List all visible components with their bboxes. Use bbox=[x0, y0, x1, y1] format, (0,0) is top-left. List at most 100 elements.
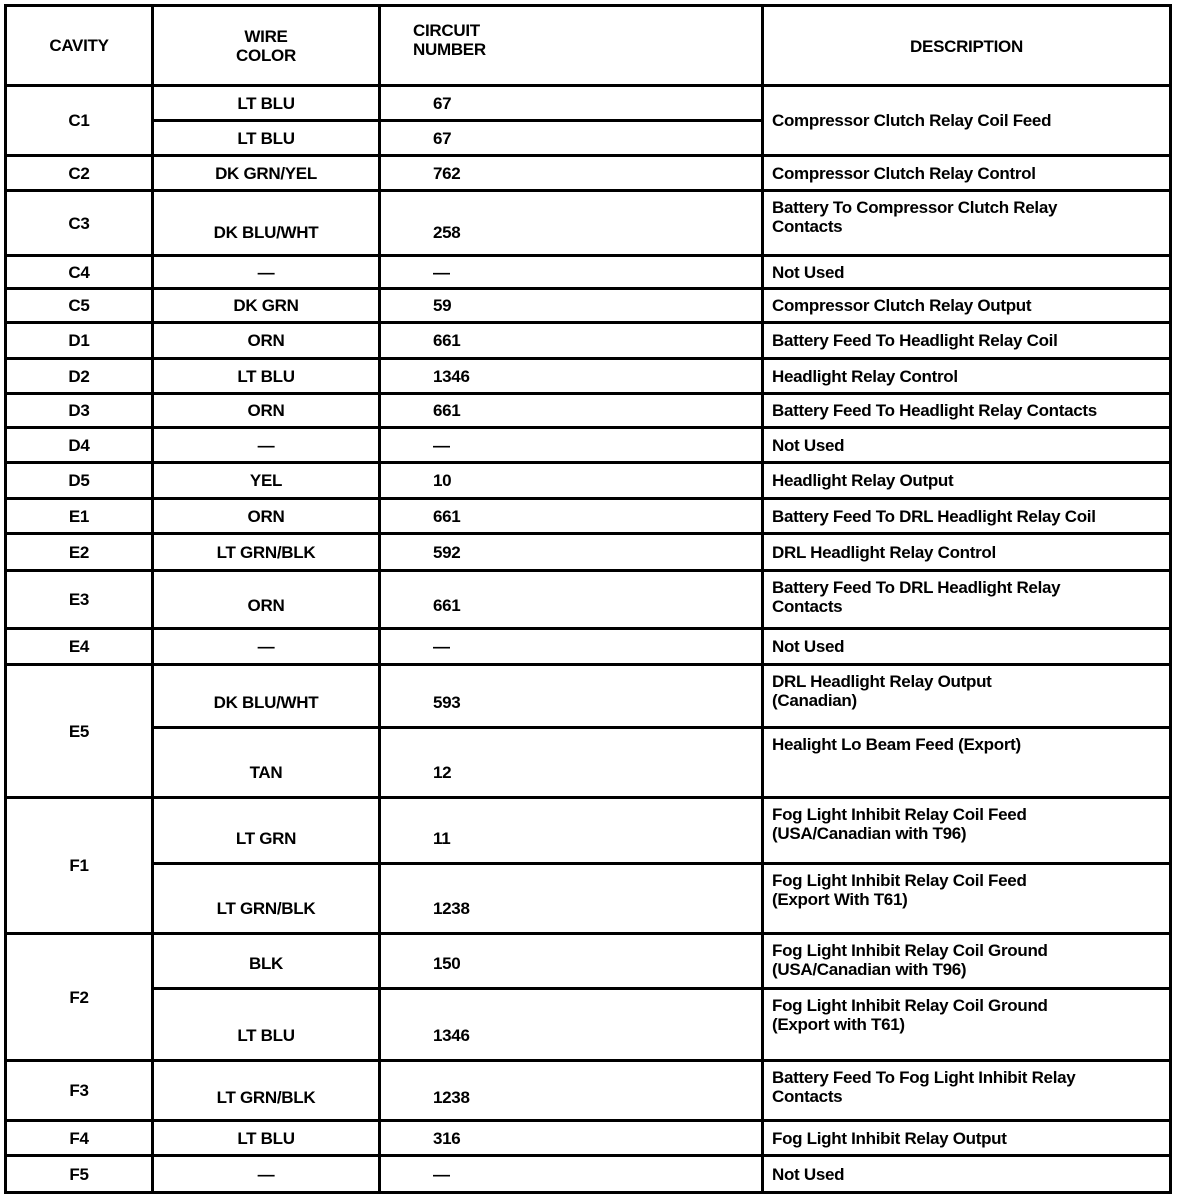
wire-color-cell: — bbox=[151, 426, 381, 464]
table-row: C1 LT BLU 67 Compressor Clutch Relay Coil F… bbox=[4, 84, 1172, 157]
description-cell: Fog Light Inhibit Relay Output bbox=[761, 1119, 1172, 1157]
wire-color-cell: TAN bbox=[151, 726, 381, 799]
table-row: F5— — Not Used bbox=[4, 1154, 1172, 1194]
description-cell: DRL Headlight Relay Output (Canadian) bbox=[761, 663, 1172, 729]
table-row: C2 DK GRN/YEL 762 Compressor Clutch Relay C… bbox=[4, 154, 1172, 192]
table-row: E1 ORN 661 Battery Feed To DRL Headlight Re… bbox=[4, 497, 1172, 535]
circuit-number-cell: 592 bbox=[378, 532, 764, 572]
cavity-cell: D5 bbox=[4, 461, 154, 500]
description-cell: Fog Light Inhibit Relay Coil Ground (USA… bbox=[761, 932, 1172, 990]
table-row: F2 BLK 150 Fog Light Inhibit Relay Coil Gro… bbox=[4, 932, 1172, 1062]
circuit-number-cell: 258 bbox=[378, 189, 764, 257]
circuit-number-cell: 661 bbox=[378, 321, 764, 360]
cavity-cell: F4 bbox=[4, 1119, 154, 1157]
cavity-cell: D4 bbox=[4, 426, 154, 464]
wire-color-cell: LT GRN/BLK bbox=[151, 532, 381, 572]
table-row: E4— — Not Used bbox=[4, 627, 1172, 666]
table-row: F1 LT GRN 11 Fog Light Inhibit Relay Coil F… bbox=[4, 796, 1172, 935]
description-cell: Not Used bbox=[761, 254, 1172, 290]
cavity-cell: E4 bbox=[4, 627, 154, 666]
table-row: E2 LT GRN/BLK 592 DRL Headlight Relay Contr… bbox=[4, 532, 1172, 572]
wire-color-cell: ORN bbox=[151, 392, 381, 429]
circuit-number-cell: 11 bbox=[378, 796, 764, 865]
circuit-number-cell: 59 bbox=[378, 287, 764, 324]
circuit-number-cell: 762 bbox=[378, 154, 764, 192]
description-cell: Battery Feed To Headlight Relay Coil bbox=[761, 321, 1172, 360]
table-row: F4 LT BLU 316 Fog Light Inhibit Relay Outpu… bbox=[4, 1119, 1172, 1157]
description-cell: Battery Feed To DRL Headlight Relay Cont… bbox=[761, 569, 1172, 630]
wire-color-cell: LT GRN/BLK bbox=[151, 1059, 381, 1122]
wire-color-cell: YEL bbox=[151, 461, 381, 500]
wire-color-cell: DK BLU/WHT bbox=[151, 189, 381, 257]
wire-color-cell: LT GRN bbox=[151, 796, 381, 865]
circuit-number-cell: — bbox=[378, 1154, 764, 1194]
cavity-cell: C4 bbox=[4, 254, 154, 290]
cavity-cell: E3 bbox=[4, 569, 154, 630]
circuit-number-cell: 150 bbox=[378, 932, 764, 990]
circuit-number-cell: 67 bbox=[378, 119, 764, 157]
description-cell: Battery Feed To Headlight Relay Contacts bbox=[761, 392, 1172, 429]
wire-color-cell: LT BLU bbox=[151, 119, 381, 157]
header-cavity: CAVITY bbox=[4, 4, 154, 87]
circuit-number-cell: 1346 bbox=[378, 987, 764, 1062]
header-description: DESCRIPTION bbox=[761, 4, 1172, 87]
circuit-number-cell: 661 bbox=[378, 569, 764, 630]
description-cell: Headlight Relay Control bbox=[761, 357, 1172, 395]
wire-color-cell: LT BLU bbox=[151, 357, 381, 395]
description-cell: Healight Lo Beam Feed (Export) bbox=[761, 726, 1172, 799]
wire-color-cell: DK BLU/WHT bbox=[151, 663, 381, 729]
cavity-cell: D2 bbox=[4, 357, 154, 395]
wire-color-cell: DK GRN bbox=[151, 287, 381, 324]
description-cell: Headlight Relay Output bbox=[761, 461, 1172, 500]
table-row: E3 ORN 661 Battery Feed To DRL Headlight Re… bbox=[4, 569, 1172, 630]
cavity-cell: C2 bbox=[4, 154, 154, 192]
wire-color-cell: LT BLU bbox=[151, 1119, 381, 1157]
circuit-number-cell: 67 bbox=[378, 84, 764, 122]
header-wire-color: WIRE COLOR bbox=[151, 4, 381, 87]
cavity-cell: F5 bbox=[4, 1154, 154, 1194]
circuit-number-cell: — bbox=[378, 426, 764, 464]
table-row: D2 LT BLU 1346 Headlight Relay Control bbox=[4, 357, 1172, 395]
table-row: LT BLU 67 bbox=[6, 119, 1171, 157]
circuit-number-cell: — bbox=[378, 627, 764, 666]
cavity-cell: F2 bbox=[4, 932, 154, 1062]
description-cell: Compressor Clutch Relay Coil Feed bbox=[761, 84, 1172, 157]
wire-color-cell: LT BLU bbox=[151, 987, 381, 1062]
description-cell: Fog Light Inhibit Relay Coil Feed (USA/C… bbox=[761, 796, 1172, 865]
header-circuit-number: CIRCUIT NUMBER bbox=[378, 4, 764, 87]
cavity-cell: F1 bbox=[4, 796, 154, 935]
description-cell: Compressor Clutch Relay Control bbox=[761, 154, 1172, 192]
description-cell: Compressor Clutch Relay Output bbox=[761, 287, 1172, 324]
table-row: LT GRN/BLK 1238 Fog Light Inhibit Relay Co… bbox=[6, 862, 1172, 935]
table-row: LT BLU 1346 Fog Light Inhibit Relay Coil G… bbox=[6, 987, 1172, 1062]
table-row: E5 DK BLU/WHT 593 DRL Headlight Relay Outpu… bbox=[4, 663, 1172, 799]
table-row: F3 LT GRN/BLK 1238 Battery Feed To Fog Ligh… bbox=[4, 1059, 1172, 1122]
cavity-cell: E2 bbox=[4, 532, 154, 572]
wire-color-cell: ORN bbox=[151, 497, 381, 535]
circuit-number-cell: — bbox=[378, 254, 764, 290]
circuit-number-cell: 661 bbox=[378, 497, 764, 535]
wire-color-cell: BLK bbox=[151, 932, 381, 990]
description-cell: Fog Light Inhibit Relay Coil Ground (Exp… bbox=[761, 987, 1172, 1062]
circuit-number-cell: 661 bbox=[378, 392, 764, 429]
description-cell: Battery Feed To DRL Headlight Relay Coil bbox=[761, 497, 1172, 535]
header-row: CAVITY WIRE COLOR CIRCUIT NUMBER DESCRIP… bbox=[4, 4, 1172, 87]
table-row: D4— — Not Used bbox=[4, 426, 1172, 464]
cavity-cell: F3 bbox=[4, 1059, 154, 1122]
table-row: C3 DK BLU/WHT 258 Battery To Compressor Clu… bbox=[4, 189, 1172, 257]
table-row: D3 ORN 661 Battery Feed To Headlight Relay … bbox=[4, 392, 1172, 429]
description-cell: Battery Feed To Fog Light Inhibit Relay … bbox=[761, 1059, 1172, 1122]
circuit-number-cell: 593 bbox=[378, 663, 764, 729]
table-body: C1 LT BLU 67 Compressor Clutch Relay Coil F… bbox=[4, 84, 1172, 1194]
wire-color-cell: DK GRN/YEL bbox=[151, 154, 381, 192]
cavity-cell: D3 bbox=[4, 392, 154, 429]
description-cell: Battery To Compressor Clutch Relay Conta… bbox=[761, 189, 1172, 257]
cavity-cell: D1 bbox=[4, 321, 154, 360]
wire-color-cell: LT BLU bbox=[151, 84, 381, 122]
description-cell: Not Used bbox=[761, 426, 1172, 464]
wire-color-cell: LT GRN/BLK bbox=[151, 862, 381, 935]
wire-color-cell: — bbox=[151, 1154, 381, 1194]
circuit-number-cell: 12 bbox=[378, 726, 764, 799]
circuit-number-cell: 316 bbox=[378, 1119, 764, 1157]
circuit-number-cell: 10 bbox=[378, 461, 764, 500]
